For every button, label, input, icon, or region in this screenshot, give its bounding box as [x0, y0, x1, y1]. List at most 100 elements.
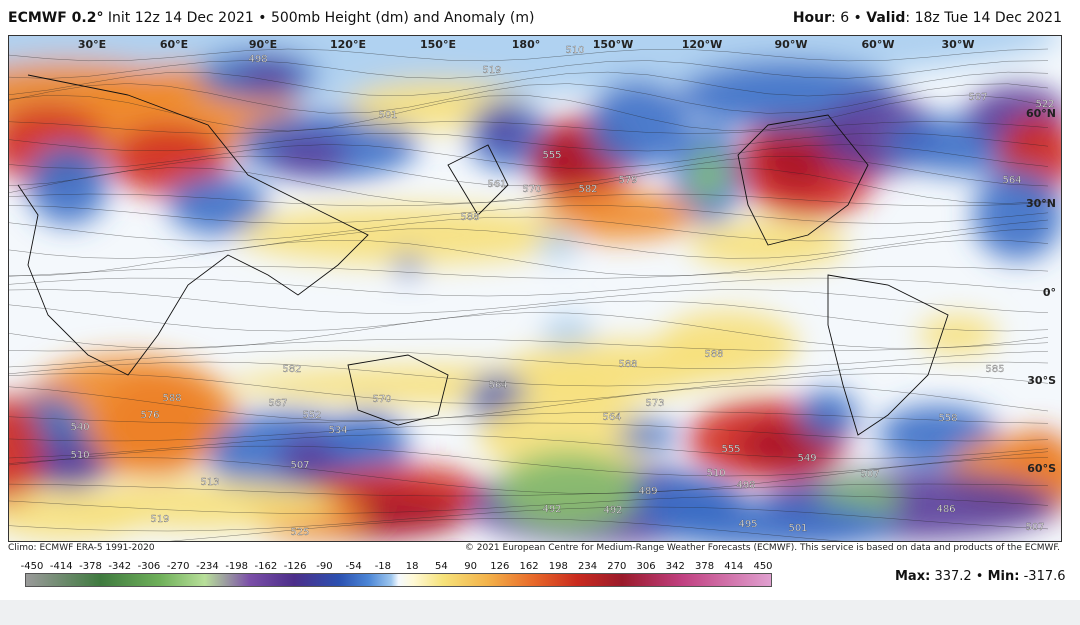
hour-label: Hour	[792, 10, 832, 26]
contour-label: 525	[290, 527, 309, 538]
anomaly-blob	[588, 80, 688, 170]
colorbar-tick: -450	[20, 561, 44, 572]
contour-label: 510	[70, 450, 89, 461]
contour-line	[8, 338, 1049, 352]
contour-line	[8, 483, 1049, 497]
anomaly-blob	[973, 170, 1062, 260]
contour-label: 564	[1002, 175, 1021, 186]
anomaly-blob	[168, 175, 268, 235]
contour-label: 555	[542, 150, 561, 161]
contour-label: 501	[378, 110, 397, 121]
max-label: Max:	[895, 569, 931, 584]
colorbar-tick: 378	[694, 561, 715, 572]
max: 337.2	[934, 569, 972, 584]
stats: Max: 337.2 • Min: -317.6	[895, 569, 1066, 584]
longitude-label: 180°	[512, 38, 540, 51]
contour-line	[8, 83, 1049, 114]
latitude-label: 60°S	[1027, 462, 1056, 475]
contour-line	[8, 228, 1049, 259]
latitude-label: 60°N	[1026, 107, 1056, 120]
contour-line	[8, 121, 1049, 134]
contour-label: 519	[150, 514, 169, 525]
colorbar-tick: 414	[724, 561, 744, 572]
contour-label: 519	[482, 65, 501, 76]
contour-line	[8, 300, 1049, 332]
longitude-label: 90°E	[249, 38, 277, 51]
contour-label: 588	[618, 359, 637, 370]
contour-line	[8, 411, 1049, 424]
contour-label: 534	[328, 425, 347, 436]
bottom-bar	[0, 600, 1080, 625]
contour-label: 567	[268, 398, 287, 409]
contour-label: 582	[578, 184, 597, 195]
contour-label: 489	[638, 486, 657, 497]
anomaly-blob	[538, 230, 578, 260]
longitude-label: 150°E	[420, 38, 456, 51]
colorbar-tick: 162	[519, 561, 539, 572]
contour-line	[8, 350, 1049, 369]
contour-line	[8, 167, 1049, 204]
contour-line	[8, 506, 1049, 532]
contour-label: 510	[706, 468, 725, 479]
contour-line	[8, 205, 1049, 224]
contour-label: 570	[522, 184, 541, 195]
anomaly-blob	[28, 145, 108, 225]
contour-line	[8, 94, 1049, 132]
colorbar-tick: -162	[254, 561, 278, 572]
contour-line	[8, 132, 1049, 152]
contour-line	[156, 518, 855, 542]
longitude-label: 90°W	[775, 38, 808, 51]
contour-line	[8, 193, 1049, 207]
contour-label: 564	[488, 380, 507, 391]
contour-label: 492	[603, 505, 622, 516]
contour-label: 507	[860, 469, 879, 480]
contour-line	[8, 361, 1049, 387]
contour-label: 549	[797, 453, 816, 464]
coastline	[827, 274, 949, 436]
contour-line	[8, 445, 1049, 477]
colorbar-tick: -54	[345, 561, 362, 572]
anomaly-field	[8, 35, 1062, 542]
coastline	[737, 114, 869, 246]
contour-label: 582	[282, 364, 301, 375]
description: Init 12z 14 Dec 2021 • 500mb Height (dm)…	[107, 10, 535, 26]
contour-label: 492	[542, 504, 561, 515]
longitude-label: 120°W	[682, 38, 723, 51]
separator: •	[975, 569, 984, 584]
anomaly-blob	[328, 410, 408, 480]
contour-line	[8, 495, 1049, 514]
colorbar-tick: 270	[607, 561, 627, 572]
colorbar-tick: 126	[490, 561, 510, 572]
anomaly-blob	[798, 390, 858, 440]
longitude-label: 30°W	[942, 38, 975, 51]
latitude-label: 0°	[1043, 286, 1056, 299]
colorbar-tick: -18	[374, 561, 392, 572]
contour-label: 579	[618, 175, 637, 186]
title: ECMWF 0.2° Init 12z 14 Dec 2021 • 500mb …	[8, 10, 534, 26]
contour-label: 498	[248, 54, 267, 65]
map-labels: 30°E 60°E 90°E 120°E 150°E 180° 150°W 120°W 90°W…	[70, 38, 1056, 538]
contours	[8, 48, 1049, 542]
contour-line	[8, 384, 1049, 422]
copyright: © 2021 European Centre for Medium-Range …	[464, 543, 1060, 553]
contour-line	[8, 434, 1049, 459]
latitude-label: 30°S	[1027, 374, 1056, 387]
anomaly-blob	[478, 395, 658, 475]
contour-label: 555	[721, 444, 740, 455]
colorbar-tick: 450	[753, 561, 773, 572]
anomaly-blob	[28, 440, 108, 490]
model: ECMWF 0.2°	[8, 10, 104, 26]
contour-label: 588	[460, 212, 479, 223]
contour-label: 501	[788, 523, 807, 534]
longitude-label: 150°W	[593, 38, 634, 51]
colorbar-tick: -234	[196, 561, 219, 572]
anomaly-blob	[483, 388, 513, 412]
anomaly-blob	[238, 205, 578, 265]
colorbar-tick: 54	[434, 561, 448, 572]
min: -317.6	[1023, 569, 1066, 584]
colorbar-tick: -378	[79, 561, 102, 572]
anomaly-blob	[238, 60, 298, 90]
contour-label: 570	[372, 394, 391, 405]
colorbar-tick: 234	[578, 561, 598, 572]
